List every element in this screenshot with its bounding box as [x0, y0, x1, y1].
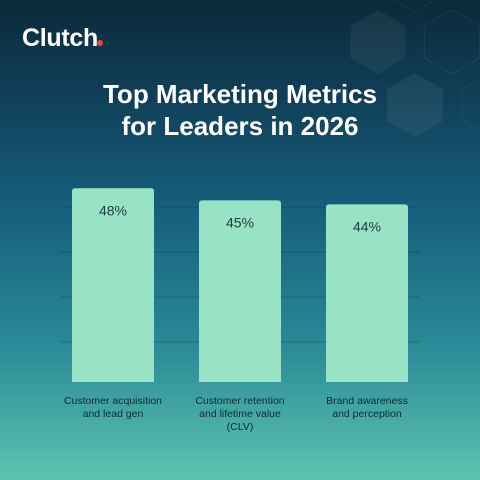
clutch-logo-dot-icon [96, 39, 103, 46]
clutch-logo: Clutch [22, 24, 103, 53]
category-label: Brand awareness [326, 395, 408, 407]
hexagon-shape [350, 10, 406, 74]
chart-title-line-2: for Leaders in 2026 [121, 111, 359, 141]
hexagon-shape [387, 73, 443, 137]
category-label: Customer retention [195, 395, 284, 407]
bar [326, 204, 408, 382]
category-label: Customer acquisition [64, 395, 162, 407]
hexagon-outline-shape [461, 78, 480, 132]
bar [72, 188, 154, 382]
chart-title-line-1: Top Marketing Metrics [102, 79, 377, 109]
chart-title: Top Marketing Metrics for Leaders in 202… [0, 78, 480, 142]
category-label: and lifetime value [199, 408, 281, 420]
bar-value-label: 48% [99, 202, 127, 218]
bar-value-label: 45% [226, 214, 254, 230]
bar [199, 200, 281, 382]
bar-value-label: 44% [353, 218, 381, 234]
category-label: and lead gen [83, 408, 144, 420]
clutch-logo-text: Clutch [22, 24, 98, 52]
category-label: and perception [332, 408, 402, 420]
category-label: (CLV) [227, 421, 254, 433]
